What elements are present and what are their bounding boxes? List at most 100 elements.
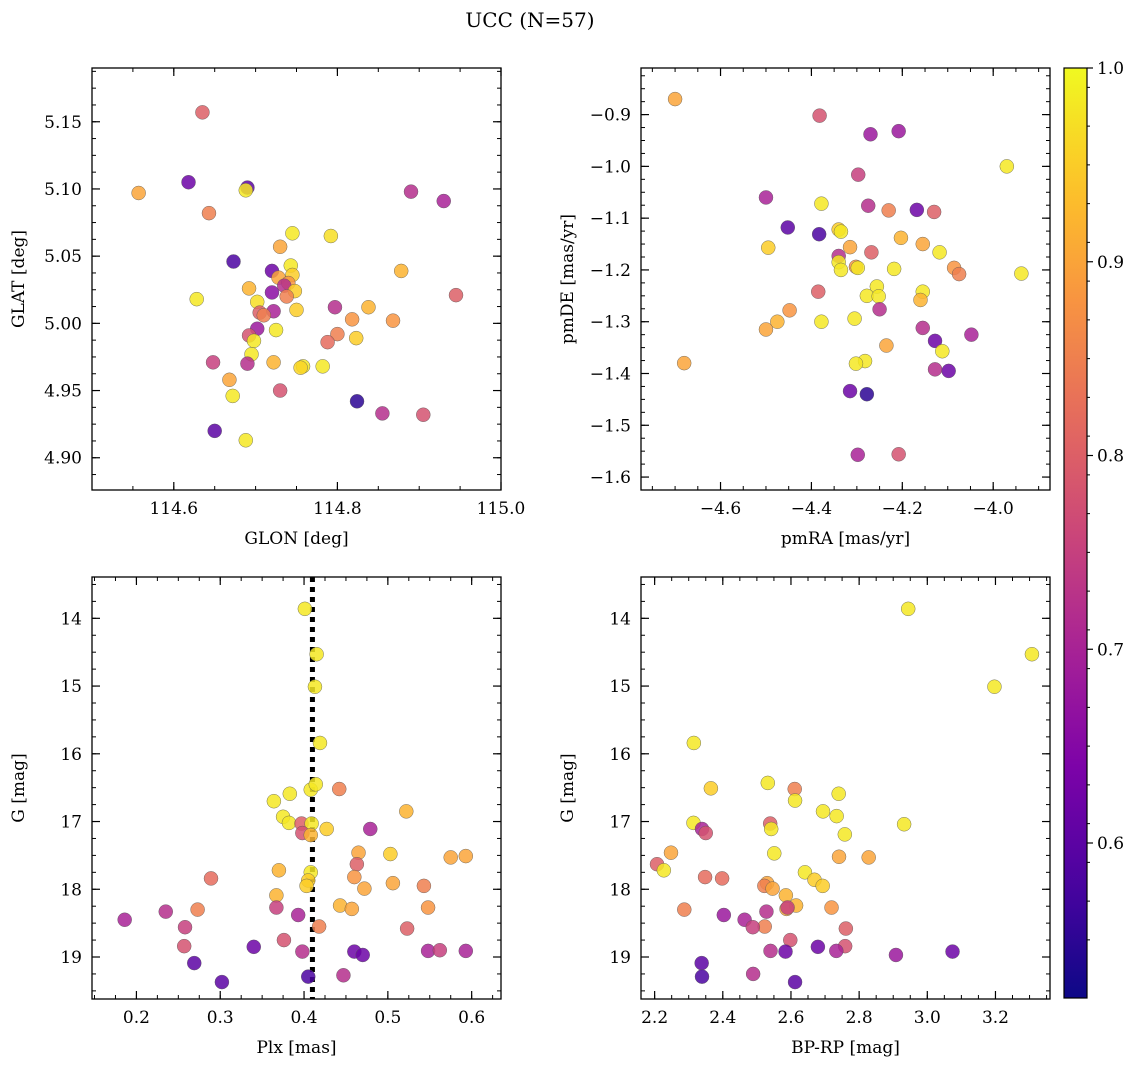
scatter-point bbox=[831, 786, 846, 801]
scatter-point bbox=[829, 808, 844, 824]
scatter-point bbox=[698, 825, 713, 841]
scatter-point bbox=[811, 227, 827, 242]
scatter-point bbox=[256, 308, 271, 323]
colorbar-tick-label: 0.8 bbox=[1097, 447, 1124, 467]
scatter-point bbox=[272, 239, 288, 254]
scatter-point bbox=[758, 190, 774, 205]
scatter-point bbox=[347, 869, 362, 885]
scatter-point bbox=[814, 196, 829, 211]
y-tick-label: −1.6 bbox=[590, 468, 631, 488]
panel-3: 0.2 0.3 0.4 0.5 0.6 14 15 16 17 18 19 Plx [mas] G [m… bbox=[9, 576, 502, 1058]
scatter-point bbox=[266, 355, 281, 370]
scatter-point bbox=[864, 245, 879, 260]
y-tick-label: −1.4 bbox=[590, 364, 631, 384]
scatter-point bbox=[745, 919, 760, 935]
x-tick-label: 115.0 bbox=[477, 499, 526, 519]
scatter-point bbox=[201, 205, 217, 221]
scatter-point bbox=[893, 230, 909, 246]
scatter-point bbox=[187, 955, 202, 971]
axes-frame bbox=[91, 67, 502, 491]
scatter-point bbox=[312, 735, 328, 751]
axes-frame bbox=[640, 67, 1051, 491]
scatter-point bbox=[319, 821, 334, 837]
scatter-point bbox=[831, 849, 847, 864]
y-tick-label: 19 bbox=[60, 948, 82, 968]
scatter-point bbox=[667, 91, 683, 107]
scatter-point bbox=[320, 334, 335, 350]
scatter-point bbox=[241, 281, 257, 296]
scatter-point bbox=[226, 254, 241, 269]
x-tick-label: −4.4 bbox=[791, 499, 832, 519]
panels: 114.6 114.8 115.0 4.90 4.95 5.00 5.05 5.10 5.15 G… bbox=[9, 67, 1051, 1058]
scatter-point bbox=[815, 878, 830, 894]
scatter-point bbox=[886, 261, 902, 277]
scatter-point bbox=[761, 240, 776, 255]
x-tick-label: 2.4 bbox=[709, 1008, 736, 1028]
scatter-point bbox=[282, 786, 297, 801]
scatter-point bbox=[964, 327, 979, 342]
scatter-point bbox=[279, 289, 294, 304]
scatter-point bbox=[815, 804, 831, 819]
scatter-point bbox=[945, 944, 960, 959]
scatter-point bbox=[225, 388, 240, 404]
x-tick-label: 114.6 bbox=[149, 499, 198, 519]
scatter-point bbox=[778, 888, 794, 903]
scatter-point bbox=[926, 204, 942, 220]
scatter-point bbox=[290, 907, 306, 923]
scatter-point bbox=[850, 260, 865, 276]
scatter-point bbox=[303, 827, 318, 843]
scatter-point bbox=[203, 871, 219, 886]
scatter-point bbox=[863, 127, 878, 142]
scatter-point bbox=[383, 846, 398, 862]
colorbar-tick-label: 0.6 bbox=[1097, 834, 1124, 854]
x-tick-label: 3.0 bbox=[914, 1008, 941, 1028]
scatter-point bbox=[271, 863, 287, 878]
scatter-point bbox=[824, 900, 839, 915]
scatter-point bbox=[932, 245, 947, 260]
scatter-point bbox=[349, 857, 365, 872]
scatter-point bbox=[999, 159, 1015, 174]
figure-title: UCC (N=57) bbox=[465, 8, 594, 32]
scatter-point bbox=[315, 359, 330, 374]
y-tick-label: 14 bbox=[60, 609, 82, 629]
scatter-point bbox=[363, 821, 378, 837]
scatter-point bbox=[240, 356, 255, 371]
scatter-point bbox=[833, 262, 849, 278]
axes-frame bbox=[91, 576, 502, 1000]
scatter-point bbox=[797, 865, 813, 880]
scatter-point bbox=[246, 333, 262, 349]
scatter-point bbox=[238, 183, 253, 198]
x-tick-label: 0.6 bbox=[458, 1008, 485, 1028]
scatter-point bbox=[432, 943, 448, 958]
scatter-point bbox=[677, 902, 692, 917]
x-tick-label: 0.2 bbox=[123, 1008, 150, 1028]
scatter-point bbox=[763, 943, 778, 959]
scatter-point bbox=[327, 300, 343, 315]
scatter-point bbox=[837, 827, 853, 842]
scatter-point bbox=[297, 601, 313, 617]
scatter-point bbox=[269, 900, 284, 915]
scatter-point bbox=[879, 338, 894, 353]
scatter-point bbox=[951, 266, 967, 282]
scatter-point bbox=[349, 394, 365, 409]
y-tick-label: 14 bbox=[609, 609, 631, 629]
scatter-point bbox=[891, 123, 906, 139]
scatter-point bbox=[399, 804, 414, 819]
scatter-point bbox=[375, 406, 390, 421]
scatter-point bbox=[330, 326, 345, 342]
scatter-point bbox=[117, 912, 132, 927]
scatter-point bbox=[189, 291, 204, 307]
scatter-point bbox=[915, 320, 930, 336]
scatter-point bbox=[361, 300, 376, 315]
scatter-point bbox=[871, 289, 886, 304]
y-axis-label: pmDE [mas/yr] bbox=[558, 214, 578, 344]
scatter-point bbox=[289, 302, 304, 318]
scatter-point bbox=[758, 322, 774, 337]
scatter-point bbox=[416, 878, 432, 894]
scatter-point bbox=[385, 875, 401, 891]
scatter-point bbox=[448, 287, 464, 303]
scatter-point bbox=[703, 781, 719, 796]
y-axis-label: G [mag] bbox=[558, 753, 578, 822]
scatter-point bbox=[266, 794, 282, 809]
colorbar: 0.6 0.7 0.8 0.9 1.0 bbox=[1063, 59, 1124, 999]
